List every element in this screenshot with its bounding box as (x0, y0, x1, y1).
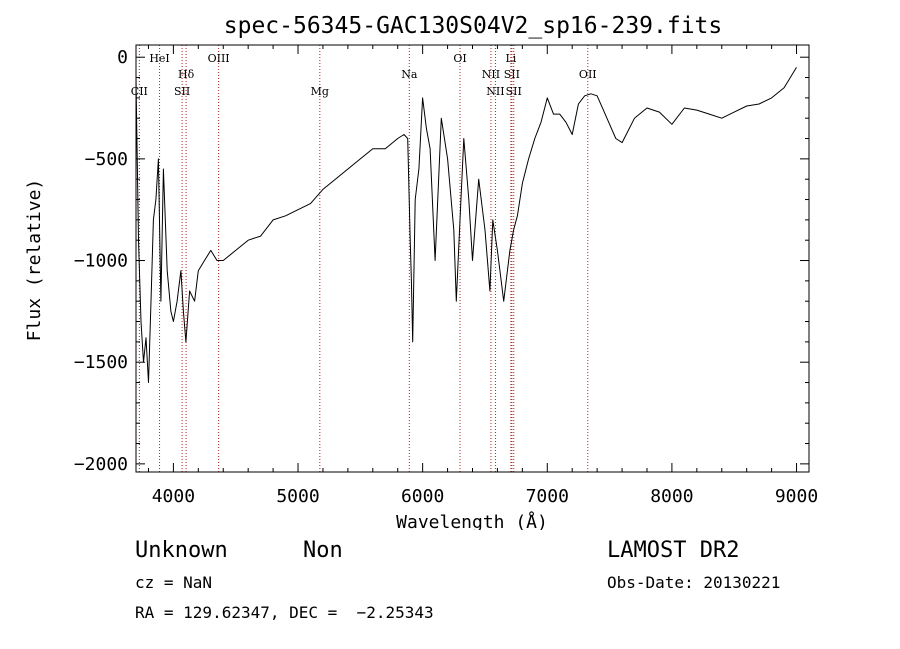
line-label-4: OIII (208, 52, 230, 65)
line-label-3: SII (174, 85, 190, 98)
line-label-2: Hδ (178, 68, 195, 81)
line-label-10: Li (505, 52, 516, 65)
line-label-5: Mg (311, 85, 329, 98)
line-label-0: CII (131, 85, 148, 98)
spectrum-line (135, 67, 797, 383)
object-subclass: Non (303, 538, 343, 563)
x-tick-label-1: 5000 (276, 486, 319, 507)
observation-date: Obs-Date: 20130221 (607, 573, 781, 592)
line-label-13: OII (579, 68, 597, 81)
y-tick-label-4: −2000 (74, 454, 128, 475)
y-tick-label-1: −500 (85, 149, 128, 170)
line-label-11: SII (504, 68, 520, 81)
line-label-6: Na (401, 68, 418, 81)
x-tick-label-3: 7000 (526, 486, 569, 507)
line-label-8: NII (482, 68, 500, 81)
x-tick-label-4: 8000 (650, 486, 693, 507)
coordinates: RA = 129.62347, DEC = −2.25343 (135, 603, 434, 622)
line-label-9: NII (486, 85, 504, 98)
survey-name: LAMOST DR2 (607, 538, 740, 563)
x-axis: 4000 5000 6000 7000 8000 9000 (147, 45, 818, 507)
chart-title: spec-56345-GAC130S04V2_sp16-239.fits (224, 13, 723, 39)
object-class: Unknown (135, 538, 228, 563)
x-axis-label: Wavelength (Å) (396, 511, 548, 530)
line-markers: CII HeI Hδ SII OIII Mg Na OI NII NII Li SII SII OII (131, 45, 597, 472)
spectrum-chart: spec-56345-GAC130S04V2_sp16-239.fits CII… (24, 13, 818, 530)
y-tick-label-2: −1000 (74, 251, 128, 272)
y-tick-label-3: −1500 (74, 352, 128, 373)
line-label-1: HeI (149, 52, 169, 65)
y-axis-label: Flux (relative) (24, 179, 45, 342)
y-axis: 0 −500 −1000 −1500 −2000 (74, 47, 809, 475)
x-tick-label-5: 9000 (775, 486, 818, 507)
line-label-7: OI (453, 52, 466, 65)
redshift-value: cz = NaN (135, 573, 213, 592)
line-label-12: SII (506, 85, 522, 98)
x-tick-label-0: 4000 (152, 486, 195, 507)
y-tick-label-0: 0 (117, 47, 128, 68)
x-tick-label-2: 6000 (401, 486, 444, 507)
